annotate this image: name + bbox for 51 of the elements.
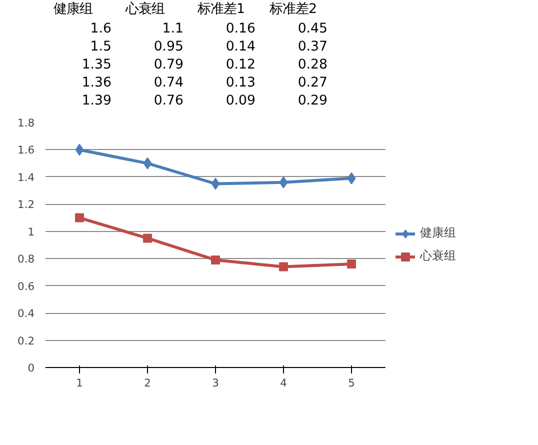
y-tick-label: 1.6 <box>18 144 35 157</box>
text: 健康组 <box>54 2 92 17</box>
x-tick-label: 4 <box>280 376 288 390</box>
text: 0.29 <box>298 94 328 108</box>
legend-label: 心衰组 <box>420 248 456 264</box>
x-tick-label: 2 <box>144 376 151 390</box>
text: 标准差2 <box>268 2 317 17</box>
text: 0.27 <box>298 76 328 90</box>
point <box>279 262 288 272</box>
text: 1.36 <box>82 76 112 90</box>
text: 标准差1 <box>196 2 245 17</box>
y-tick-label: 0 <box>28 362 35 374</box>
point <box>75 213 84 222</box>
x-tick-label: 1 <box>76 376 83 390</box>
y-tick-label: 1.8 <box>18 116 35 130</box>
text: 0.13 <box>226 76 256 90</box>
text: 0.74 <box>154 76 184 90</box>
point <box>75 144 84 156</box>
point <box>347 260 356 269</box>
y-tick-label: 0.6 <box>18 280 35 293</box>
x-tick-label: 3 <box>212 376 219 390</box>
point <box>347 172 356 184</box>
text: 0.45 <box>298 22 328 36</box>
text: 0.37 <box>298 40 328 54</box>
text: 1.39 <box>82 94 112 108</box>
text: 心衰组 <box>124 1 164 17</box>
point <box>279 176 288 188</box>
point <box>211 255 220 264</box>
y-tick-label: 0.4 <box>18 307 35 320</box>
legend-label: 健康组 <box>420 224 456 242</box>
point <box>143 234 152 243</box>
text: 0.12 <box>226 58 256 72</box>
text: 0.28 <box>298 58 328 72</box>
y-tick-label: 1.4 <box>18 170 35 184</box>
text: 0.09 <box>226 94 256 108</box>
y-tick-label: 0.8 <box>18 252 35 266</box>
text: 1.6 <box>90 22 112 36</box>
point <box>211 178 220 190</box>
text: 0.14 <box>226 40 256 54</box>
text: 0.76 <box>154 94 184 108</box>
text: 0.79 <box>154 58 184 72</box>
text: 1.35 <box>82 58 112 72</box>
text: 1.1 <box>162 22 184 36</box>
point <box>143 157 152 170</box>
y-tick-label: 1 <box>28 225 34 238</box>
y-tick-label: 0.2 <box>18 334 35 348</box>
text: 1.5 <box>90 40 112 54</box>
x-tick-label: 5 <box>348 376 355 390</box>
text: 0.16 <box>226 22 256 36</box>
y-tick-label: 1.2 <box>18 198 35 212</box>
text: 0.95 <box>154 40 184 54</box>
